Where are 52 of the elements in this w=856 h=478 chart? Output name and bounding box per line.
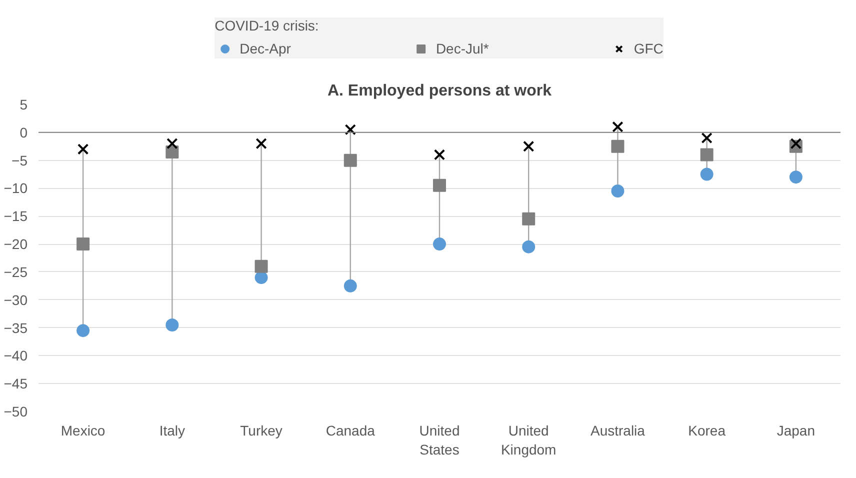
y-tick-label: −30: [4, 292, 28, 308]
point: [700, 168, 714, 181]
point: [790, 138, 802, 150]
x-tick-label: Japan: [776, 422, 816, 438]
y-tick-label: −20: [4, 236, 28, 252]
point: [344, 154, 357, 167]
y-tick-label: −50: [4, 404, 28, 420]
x-tick-label: Italy: [159, 422, 186, 438]
x-tick-label: United States: [419, 422, 460, 458]
y-tick-label: −5: [12, 152, 28, 168]
point: [166, 145, 179, 158]
x-tick-label: Australia: [590, 422, 646, 438]
point: [433, 178, 446, 192]
legend-label: GFC: [634, 40, 664, 56]
point: [344, 124, 356, 136]
x-tick-label: Korea: [688, 422, 726, 438]
point: [254, 260, 268, 273]
x-tick-label: Canada: [326, 422, 376, 438]
y-tick-label: 0: [20, 124, 28, 140]
y-tick-label: −15: [4, 208, 28, 224]
y-tick-label: −40: [4, 348, 28, 364]
point: [76, 238, 90, 251]
point: [433, 238, 446, 251]
point: [611, 140, 624, 153]
x-tick-label: United Kingdom: [500, 422, 556, 458]
x-tick-label: Mexico: [60, 422, 106, 438]
x-tick-label: Turkey: [240, 422, 282, 438]
chart-title: A. Employed persons at work: [327, 82, 552, 100]
y-tick-label: −25: [4, 264, 28, 280]
point: [701, 132, 712, 144]
point: [700, 148, 714, 162]
point: [522, 240, 536, 254]
point: [612, 121, 624, 132]
point: [166, 138, 178, 150]
point: [256, 138, 267, 150]
point: [166, 318, 179, 332]
y-tick-label: −45: [4, 376, 28, 392]
point: [789, 170, 802, 184]
point: [76, 324, 90, 338]
point: [254, 271, 268, 284]
point: [611, 184, 624, 198]
legend-label: Dec-Apr: [240, 40, 291, 56]
point: [77, 144, 89, 155]
legend-label: Dec-Jul*: [436, 40, 489, 56]
legend-title: COVID-19 crisis:: [214, 17, 320, 33]
point: [522, 212, 536, 226]
y-tick-label: −35: [4, 320, 28, 336]
point: [344, 279, 357, 292]
y-tick-label: −10: [4, 180, 28, 196]
y-tick-label: 5: [20, 96, 28, 112]
point: [523, 140, 534, 152]
point: [434, 149, 446, 160]
